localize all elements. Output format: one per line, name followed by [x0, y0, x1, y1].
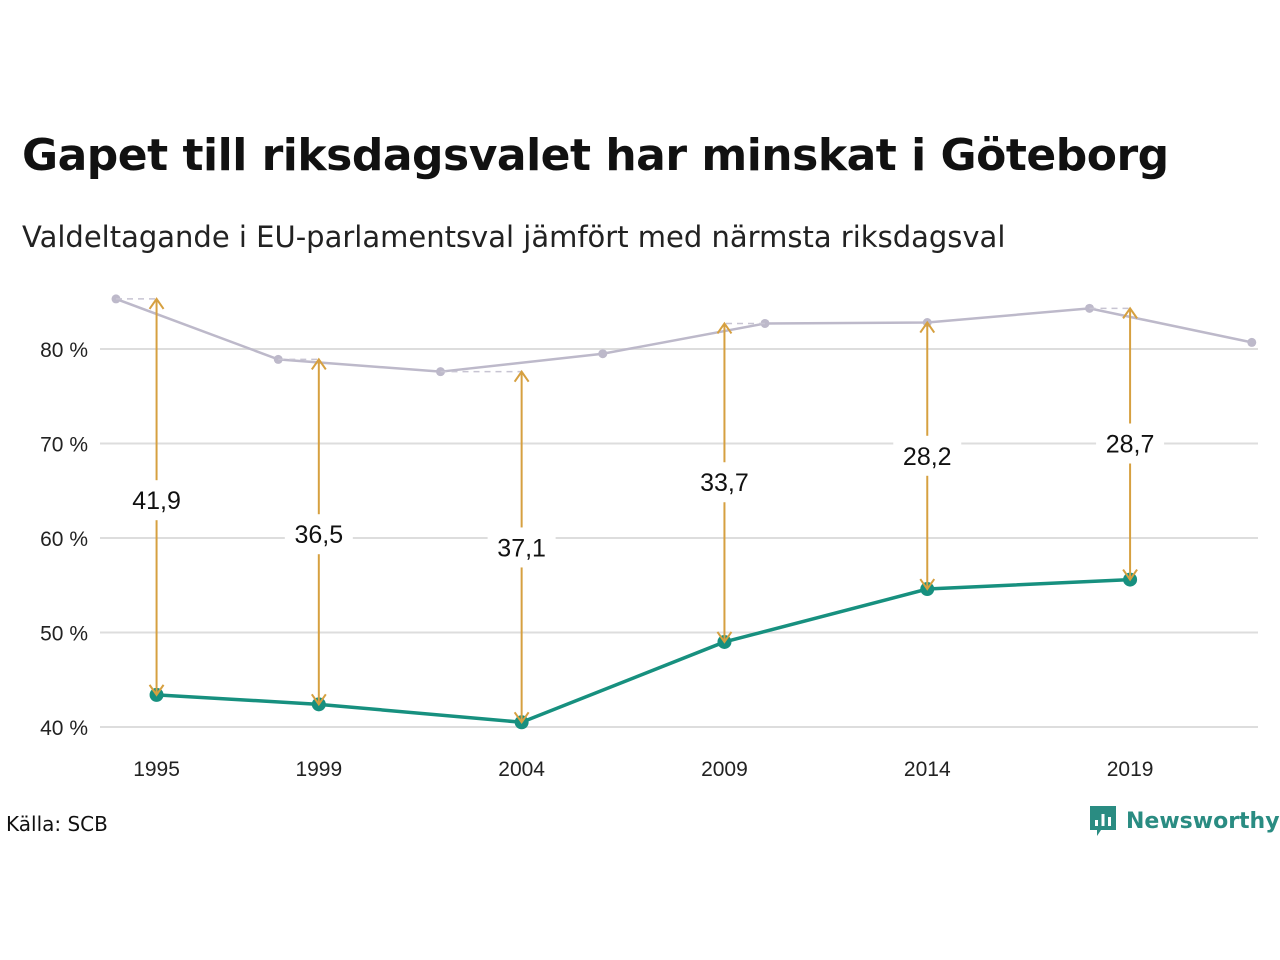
gap-label-bg	[284, 514, 353, 555]
x-tick-label: 2009	[701, 758, 748, 781]
grid	[100, 348, 1258, 728]
gap-label: 28,2	[903, 443, 952, 471]
gap-label: 28,7	[1106, 431, 1155, 459]
gap-arrow: 37,1	[487, 369, 556, 725]
x-tick-label: 2004	[498, 758, 545, 781]
chart-subtitle: Valdeltagande i EU-parlamentsval jämfört…	[22, 220, 1006, 254]
x-tick-label: 1995	[133, 758, 180, 781]
x-tick-label: 2014	[904, 758, 951, 781]
x-tick-label: 1999	[295, 758, 342, 781]
gap-label: 36,5	[294, 521, 343, 549]
gap-arrow: 28,2	[893, 320, 962, 591]
brand-name: Newsworthy	[1126, 808, 1280, 834]
riksdag-line	[115, 297, 1253, 373]
gap-arrow-head-top	[1122, 306, 1138, 319]
gap-arrow-head-bottom	[919, 578, 936, 591]
gap-label: 37,1	[497, 534, 546, 562]
y-tick-label: 70 %	[40, 434, 88, 457]
y-tick-label: 80 %	[40, 339, 88, 362]
newsworthy-logo: Newsworthy	[1088, 804, 1280, 838]
gap-label-bg	[122, 480, 191, 521]
gap-label-bg	[1096, 423, 1165, 464]
gap-arrow-head-bottom	[310, 693, 327, 707]
gap-label-bg	[690, 462, 759, 503]
eu-line	[156, 577, 1131, 725]
eu-series	[149, 572, 1138, 730]
riksdag-point	[1247, 337, 1257, 347]
y-tick-label: 50 %	[40, 623, 88, 646]
gap-label-bg	[487, 527, 556, 568]
riksdag-series	[111, 294, 1257, 377]
x-tick-label: 2019	[1107, 758, 1154, 781]
gap-arrow-head-bottom	[513, 711, 530, 725]
gap-arrow: 33,7	[690, 321, 759, 644]
gap-label: 33,7	[700, 469, 749, 497]
gap-arrow: 36,5	[284, 357, 353, 707]
axes: 40 % 50 % 60 % 70 % 80 % 1995 1999 2004 2009 2014…	[40, 339, 1153, 781]
gap-arrow-head-top	[310, 357, 327, 370]
riksdag-point	[598, 349, 608, 359]
gap-arrow-head-bottom	[716, 631, 733, 644]
gap-arrow-head-top	[919, 320, 936, 334]
chart-title: Gapet till riksdagsvalet har minskat i G…	[22, 130, 1169, 181]
gap-arrow-head-bottom	[148, 684, 165, 697]
source-note: Källa: SCB	[6, 812, 108, 836]
gap-arrows: 41,9 36,5 37,1 33,7 28,2 28,7	[122, 297, 1165, 725]
gap-label-bg	[893, 435, 962, 476]
y-tick-label: 60 %	[40, 528, 88, 551]
gap-arrow-head-top	[148, 297, 165, 310]
gap-arrow: 41,9	[122, 297, 191, 697]
y-tick-label: 40 %	[40, 717, 88, 740]
gap-arrow-head-top	[513, 369, 530, 383]
gap-arrow: 28,7	[1096, 306, 1165, 582]
gap-arrow-head-bottom	[1122, 569, 1138, 582]
bar-chart-icon	[1090, 806, 1116, 836]
gap-arrow-head-top	[716, 321, 733, 335]
gap-label: 41,9	[132, 487, 181, 515]
